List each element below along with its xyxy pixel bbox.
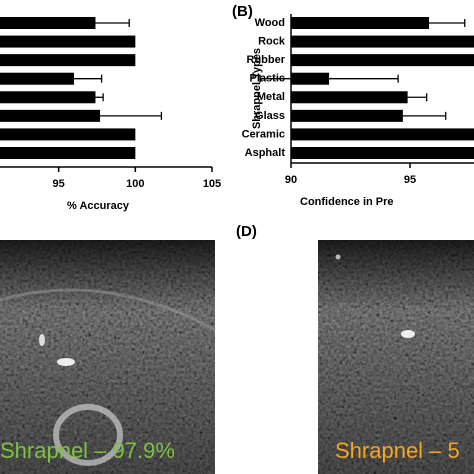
- bar: [291, 91, 408, 104]
- bar: [291, 54, 474, 67]
- y-tick-label: Wood: [255, 17, 285, 29]
- error-bar: [392, 19, 466, 27]
- bar: [291, 109, 403, 122]
- bar: [0, 35, 136, 48]
- y-tick-label: Glass: [255, 110, 285, 122]
- bar: [291, 128, 474, 141]
- error-bar: [359, 111, 447, 120]
- y-tick-label: Rock: [258, 35, 286, 47]
- y-tick-label: Rubber: [247, 54, 286, 66]
- error-bar: [61, 19, 130, 27]
- error-bar: [87, 93, 104, 102]
- bar: [0, 146, 136, 159]
- error-bar: [259, 74, 399, 83]
- error-bar: [387, 93, 428, 102]
- ultrasound-left: [0, 240, 216, 474]
- bar: [0, 54, 136, 67]
- bar: [0, 128, 136, 141]
- x-tick-label: 95: [53, 178, 65, 190]
- x-axis-label: % Accuracy: [67, 200, 130, 212]
- panel-label: (D): [236, 223, 257, 240]
- bar: [291, 35, 474, 48]
- x-tick-label: 90: [285, 174, 297, 186]
- bar: [0, 91, 96, 104]
- x-axis-label: Confidence in Pre: [300, 196, 394, 208]
- x-tick-label: 95: [404, 174, 416, 186]
- image-caption: Shrapnel – 97.9%: [0, 438, 175, 463]
- bar: [291, 17, 430, 29]
- x-tick-label: 100: [126, 178, 144, 190]
- y-tick-label: Ceramic: [242, 128, 285, 140]
- ultrasound-right: [318, 240, 474, 474]
- panel-label: (B): [232, 3, 253, 20]
- bar: [0, 72, 74, 85]
- error-bar: [45, 74, 103, 83]
- image-caption: Shrapnel – 5: [335, 438, 460, 463]
- y-tick-label: Asphalt: [245, 147, 286, 159]
- y-axis-label: Shrapnel Types: [251, 48, 263, 129]
- bar: [291, 146, 474, 159]
- error-bar: [38, 111, 163, 120]
- x-tick-label: 105: [203, 178, 221, 190]
- bar: [0, 17, 96, 29]
- y-tick-label: Metal: [257, 91, 285, 103]
